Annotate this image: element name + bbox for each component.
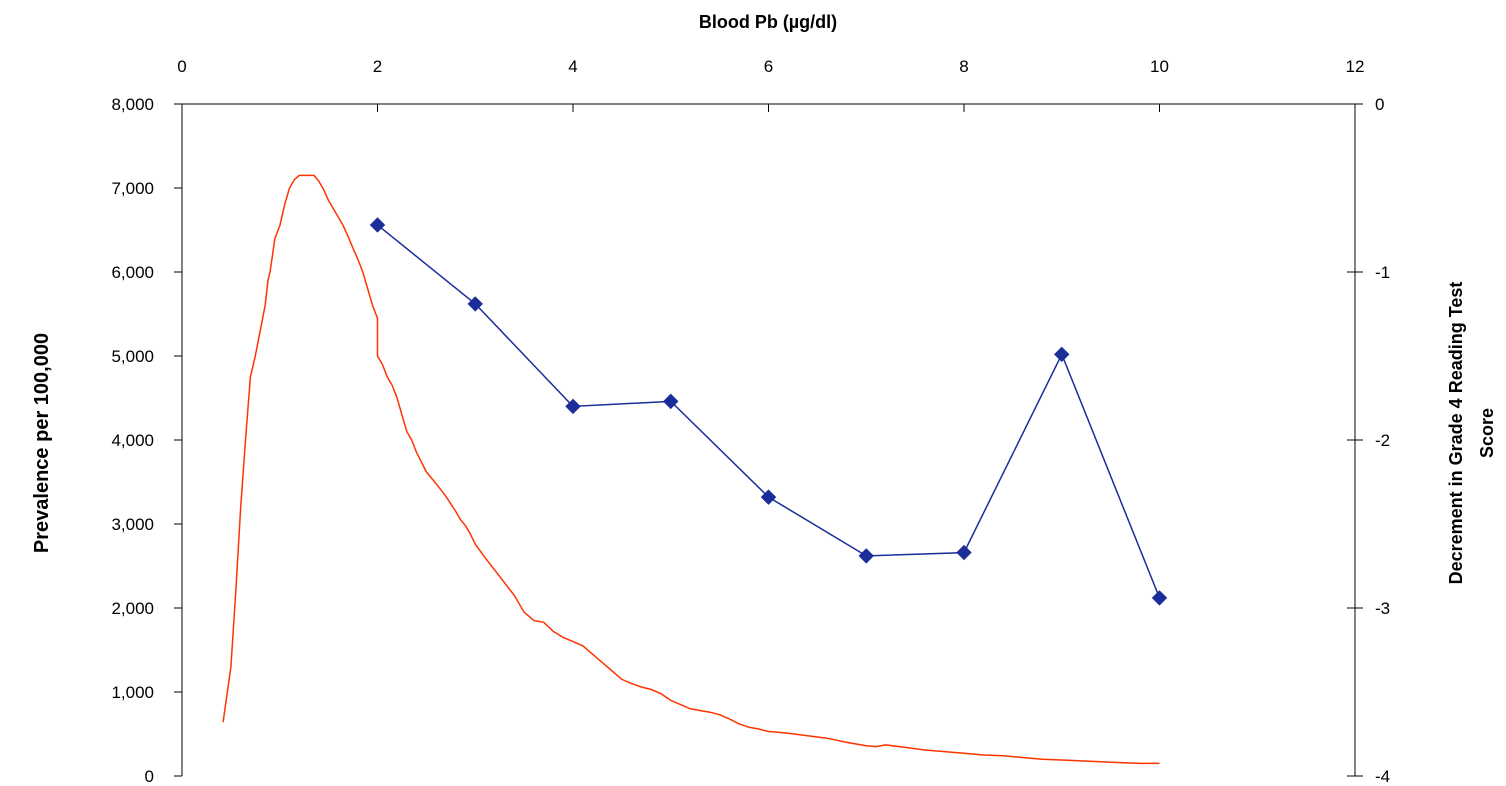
- x-tick-label: 0: [177, 57, 186, 76]
- data-point-marker: [858, 548, 874, 564]
- right-y-tick-label: -4: [1375, 767, 1390, 786]
- left-y-tick-label: 7,000: [111, 179, 154, 198]
- right-y-tick-label: -2: [1375, 431, 1390, 450]
- reading-decrement-line: [377, 224, 1161, 599]
- x-tick-label: 10: [1150, 57, 1169, 76]
- x-tick-label: 2: [373, 57, 382, 76]
- x-tick-label: 12: [1346, 57, 1365, 76]
- right-y-axis-title-line-1: Decrement in Grade 4 Reading Test: [1446, 282, 1466, 585]
- left-y-tick-label: 2,000: [111, 599, 154, 618]
- data-point-marker: [369, 217, 386, 233]
- data-point-marker: [760, 489, 777, 505]
- left-y-tick-label: 4,000: [111, 431, 154, 450]
- series-layer: [222, 174, 1168, 765]
- x-tick-label: 8: [959, 57, 968, 76]
- left-y-axis-title: Prevalence per 100,000: [31, 333, 53, 553]
- data-point-marker: [467, 296, 483, 312]
- left-y-tick-label: 6,000: [111, 263, 154, 282]
- left-y-tick-label: 1,000: [111, 683, 154, 702]
- x-axis-title: Blood Pb (µg/dl): [699, 12, 837, 32]
- right-y-axis-title-line-2: Score: [1477, 408, 1497, 458]
- right-y-ticks: 0 -1 -2 -3 -4: [1347, 95, 1390, 786]
- data-point-marker: [1054, 346, 1070, 363]
- left-y-tick-label: 8,000: [111, 95, 154, 114]
- x-ticks: 0 2 4 6 8 10 12: [177, 57, 1364, 112]
- left-y-tick-label: 3,000: [111, 515, 154, 534]
- data-point-marker: [663, 393, 679, 410]
- x-tick-label: 4: [568, 57, 577, 76]
- axes: 0 2 4 6 8 10 12 0 1,000 2,000 3,000 4,000 5,000 6,00…: [111, 57, 1390, 786]
- right-y-tick-label: 0: [1375, 95, 1384, 114]
- left-y-tick-label: 0: [145, 767, 154, 786]
- left-y-ticks: 0 1,000 2,000 3,000 4,000 5,000 6,000 7,000 8,00…: [111, 95, 182, 786]
- left-y-tick-label: 5,000: [111, 347, 154, 366]
- x-tick-label: 6: [764, 57, 773, 76]
- right-y-tick-label: -1: [1375, 263, 1390, 282]
- data-point-marker: [565, 398, 581, 415]
- right-y-tick-label: -3: [1375, 599, 1390, 618]
- data-point-marker: [1151, 590, 1168, 606]
- data-point-marker: [956, 544, 972, 561]
- prevalence-curve: [222, 174, 1160, 765]
